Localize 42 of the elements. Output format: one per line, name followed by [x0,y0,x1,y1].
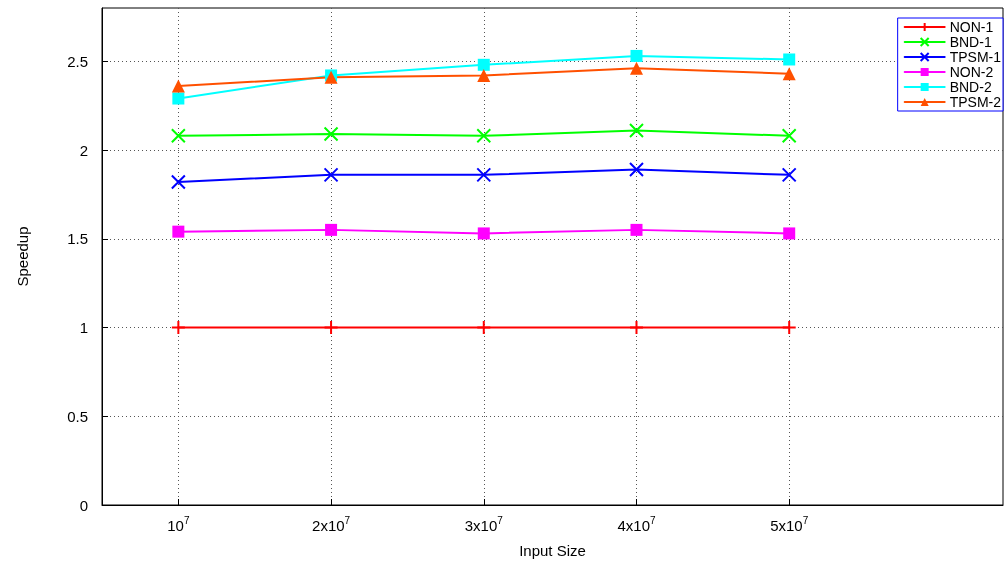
point [476,128,492,144]
point [323,320,339,335]
point [783,227,796,240]
point [628,320,644,335]
point [782,67,796,81]
point [172,225,185,238]
point [781,128,797,144]
point [170,174,186,190]
legend-label: NON-1 [949,19,994,35]
point [171,79,185,93]
point [172,92,185,105]
point [630,49,643,62]
point [628,122,644,138]
point [781,320,797,335]
point [170,320,186,335]
point [477,227,490,240]
point [476,167,492,183]
x-axis-title: Input Size [519,542,586,559]
point [629,61,643,75]
legend-label: TPSM-2 [949,94,1002,110]
point [170,128,186,144]
point [323,126,339,142]
point [323,167,339,183]
point [477,68,491,82]
point [781,167,797,183]
y-tick-label: 0 [79,496,88,514]
legend-label: BND-2 [949,79,992,95]
legend-label: BND-1 [949,34,992,50]
point [477,58,490,71]
point [476,320,492,335]
point [630,223,643,236]
legend-label: NON-2 [949,64,994,80]
y-tick-label: 2.5 [67,52,88,70]
point [325,223,338,236]
y-axis-title: Speedup [14,226,31,287]
y-tick-label: 2 [79,141,88,159]
point [628,162,644,178]
y-tick-label: 1 [79,319,88,336]
y-tick-label: 0.5 [67,407,88,425]
y-tick-label: 1.5 [67,230,88,248]
legend-label: TPSM-1 [949,49,1002,65]
point [783,53,796,66]
